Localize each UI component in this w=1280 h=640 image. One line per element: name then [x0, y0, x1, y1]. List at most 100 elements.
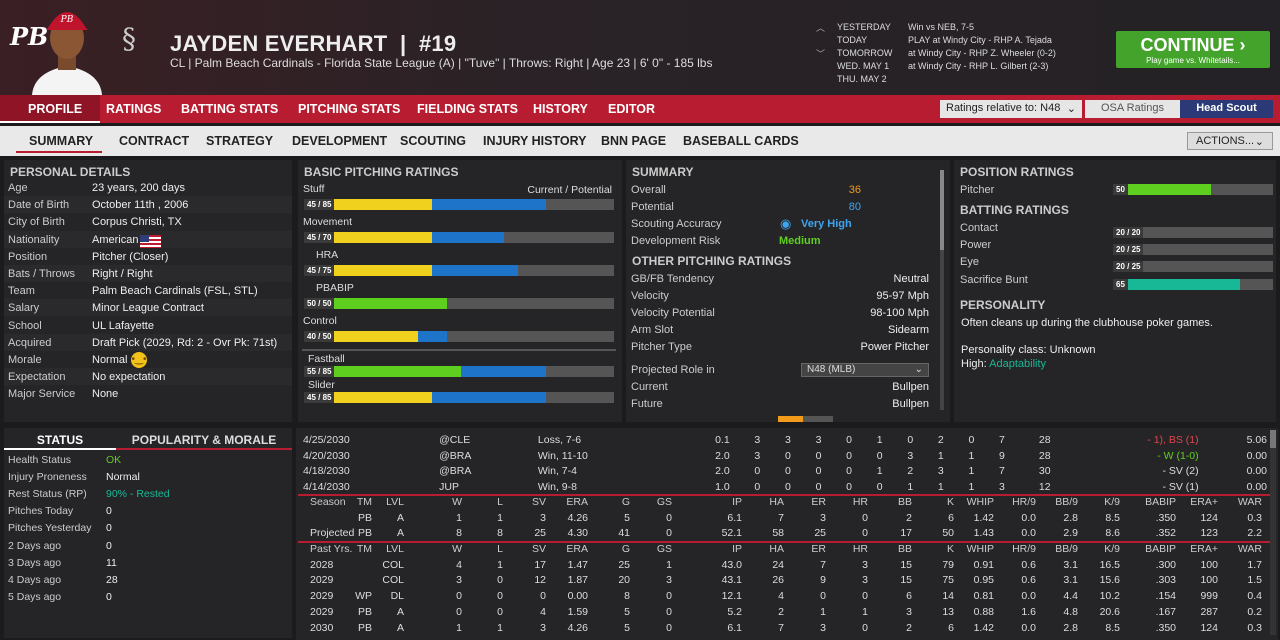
table-cell: 0.0 — [1021, 511, 1036, 524]
batting-rating: 65 — [1113, 279, 1128, 290]
column-header[interactable]: W — [452, 543, 462, 555]
tab-fielding-stats[interactable]: FIELDING STATS — [417, 102, 518, 116]
column-header[interactable]: TM — [356, 496, 372, 508]
table-cell: 79 — [942, 558, 954, 571]
column-header[interactable]: K — [946, 543, 954, 555]
column-header[interactable]: WAR — [1237, 543, 1262, 555]
column-header[interactable]: ERA — [566, 496, 588, 508]
table-cell: 3 — [862, 558, 868, 571]
column-header[interactable]: K/9 — [1104, 496, 1120, 508]
table-cell: 0 — [785, 481, 791, 494]
column-header[interactable]: W — [452, 496, 462, 508]
tab-ratings[interactable]: RATINGS — [106, 102, 162, 116]
table-cell: 6 — [948, 621, 954, 634]
column-header[interactable]: LVL — [386, 543, 404, 555]
table-cell: 0.3 — [1247, 621, 1262, 634]
table-cell: 1 — [497, 511, 503, 524]
tab-profile[interactable]: PROFILE — [28, 102, 83, 116]
column-header[interactable]: G — [621, 496, 630, 508]
column-header[interactable]: Past Yrs. — [310, 543, 353, 555]
table-cell: @BRA — [439, 449, 472, 462]
column-header[interactable]: GS — [656, 543, 672, 555]
column-header[interactable]: ERA+ — [1190, 543, 1218, 555]
column-header[interactable]: K/9 — [1104, 543, 1120, 555]
batting-rating: 20 / 25 — [1113, 261, 1144, 272]
table-cell: 1.5 — [1247, 574, 1262, 587]
tab-injury-history[interactable]: INJURY HISTORY — [483, 134, 587, 148]
panel-title: POSITION RATINGS — [960, 165, 1074, 179]
column-header[interactable]: SV — [531, 496, 546, 508]
column-header[interactable]: HR/9 — [1012, 543, 1036, 555]
osa-ratings-toggle[interactable]: OSA Ratings — [1085, 100, 1180, 118]
column-header[interactable]: WHIP — [966, 543, 994, 555]
detail-value: UL Lafayette — [92, 319, 154, 332]
personality-class: Personality class: Unknown — [961, 344, 1096, 356]
column-header[interactable]: K — [946, 496, 954, 508]
tab-summary[interactable]: SUMMARY — [29, 134, 94, 148]
tab-scouting[interactable]: SCOUTING — [400, 134, 466, 148]
tab-strategy[interactable]: STRATEGY — [206, 134, 274, 148]
column-header[interactable]: LVL — [386, 496, 404, 508]
column-header[interactable]: HR — [852, 543, 868, 555]
column-header[interactable]: ER — [811, 543, 826, 555]
column-header[interactable]: BB/9 — [1055, 496, 1078, 508]
tab-development[interactable]: DEVELOPMENT — [292, 134, 388, 148]
detail-value: Corpus Christi, TX — [92, 216, 182, 229]
table-cell: COL — [382, 558, 404, 571]
column-header[interactable]: ERA — [566, 543, 588, 555]
table-cell: 15 — [900, 574, 912, 587]
schedule-scroll[interactable]: ︿ ﹀ — [816, 22, 825, 74]
status-label: 4 Days ago — [8, 573, 62, 586]
tab-batting-stats[interactable]: BATTING STATS — [181, 102, 279, 116]
ratings-relative-select[interactable]: Ratings relative to: N48 ⌄ — [940, 100, 1082, 118]
pitching-stats-table: 4/25/2030 @CLE Loss, 7-6 0.1 3 3 3 0 1 0 2 0 7 28- 1)… — [300, 432, 1270, 495]
status-value: 0 — [106, 590, 112, 603]
column-header[interactable]: IP — [732, 543, 742, 555]
projected-role-select[interactable]: N48 (MLB) ⌄ — [801, 363, 929, 377]
column-header[interactable]: WHIP — [966, 496, 994, 508]
column-header[interactable]: BB — [897, 543, 912, 555]
column-header[interactable]: G — [621, 543, 630, 555]
column-header[interactable]: BABIP — [1145, 543, 1176, 555]
table-cell: 2.8 — [1063, 511, 1078, 524]
scrollbar[interactable] — [940, 170, 944, 410]
batting-label: Power — [960, 239, 992, 251]
column-header[interactable]: IP — [732, 496, 742, 508]
column-header[interactable]: L — [497, 496, 503, 508]
tab-history[interactable]: HISTORY — [533, 102, 588, 116]
tab-pitching-stats[interactable]: PITCHING STATS — [298, 102, 401, 116]
column-header[interactable]: WAR — [1237, 496, 1262, 508]
column-header[interactable]: BABIP — [1145, 496, 1176, 508]
batting-bar-bg — [1113, 227, 1273, 238]
chevron-down-icon[interactable]: ﹀ — [816, 49, 826, 59]
column-header[interactable]: HR/9 — [1012, 496, 1036, 508]
column-header[interactable]: SV — [531, 543, 546, 555]
column-header[interactable]: BB — [897, 496, 912, 508]
continue-button[interactable]: CONTINUE › Play game vs. Whitetails... — [1116, 31, 1270, 68]
column-header[interactable]: TM — [356, 543, 372, 555]
tab-contract[interactable]: CONTRACT — [119, 134, 190, 148]
column-header[interactable]: HA — [769, 496, 784, 508]
column-header[interactable]: BB/9 — [1055, 543, 1078, 555]
column-header[interactable]: Season — [310, 496, 346, 508]
tab-editor[interactable]: EDITOR — [608, 102, 655, 116]
scrollbar[interactable] — [1270, 430, 1276, 635]
row-stripe — [4, 299, 292, 316]
detail-value: Pitcher (Closer) — [92, 250, 169, 263]
tab-baseball-cards[interactable]: BASEBALL CARDS — [683, 134, 799, 148]
column-header[interactable]: HR — [852, 496, 868, 508]
column-header[interactable]: GS — [656, 496, 672, 508]
tab-popularity-morale[interactable]: POPULARITY & MORALE — [116, 428, 292, 450]
table-cell: 0 — [666, 527, 672, 540]
tab-status[interactable]: STATUS — [4, 428, 116, 450]
head-scout-toggle[interactable]: Head Scout — [1180, 100, 1273, 118]
table-cell: 1 — [937, 449, 944, 462]
column-header[interactable]: ERA+ — [1190, 496, 1218, 508]
chevron-up-icon[interactable]: ︿ — [816, 23, 826, 33]
column-header[interactable]: HA — [769, 543, 784, 555]
tab-bnn-page[interactable]: BNN PAGE — [601, 134, 667, 148]
column-header[interactable]: L — [497, 543, 503, 555]
column-header[interactable]: ER — [811, 496, 826, 508]
actions-dropdown[interactable]: ACTIONS... ⌄ — [1187, 132, 1273, 150]
table-cell: 17 — [900, 527, 912, 540]
